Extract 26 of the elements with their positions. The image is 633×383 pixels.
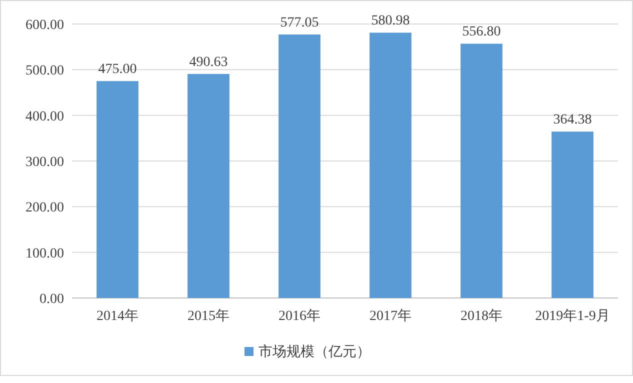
bar — [96, 81, 138, 298]
x-tick-label: 2019年1-9月 — [535, 308, 610, 324]
data-label: 556.80 — [462, 24, 501, 40]
y-tick-label: 200.00 — [26, 200, 64, 216]
y-tick-label: 0.00 — [40, 292, 64, 307]
bar — [460, 44, 502, 298]
x-tick-label: 2014年 — [96, 308, 138, 324]
data-label: 475.00 — [98, 62, 137, 78]
x-tick-label: 2018年 — [460, 308, 502, 324]
data-label: 577.05 — [280, 15, 319, 30]
y-tick-label: 400.00 — [26, 109, 64, 124]
bar — [552, 132, 594, 298]
y-tick-label: 100.00 — [26, 246, 64, 262]
data-label: 364.38 — [553, 112, 592, 128]
bar — [370, 32, 412, 298]
legend-label: 市场规模（亿元） — [258, 344, 370, 360]
y-tick-label: 600.00 — [26, 18, 64, 33]
x-tick-label: 2017年 — [370, 308, 412, 324]
x-tick-label: 2015年 — [188, 308, 230, 324]
y-tick-label: 300.00 — [26, 155, 64, 170]
y-tick-label: 500.00 — [26, 64, 64, 79]
bar — [278, 34, 320, 298]
x-tick-label: 2016年 — [278, 308, 320, 324]
data-label: 580.98 — [371, 14, 410, 29]
data-label: 490.63 — [189, 54, 228, 70]
bar — [188, 74, 230, 298]
